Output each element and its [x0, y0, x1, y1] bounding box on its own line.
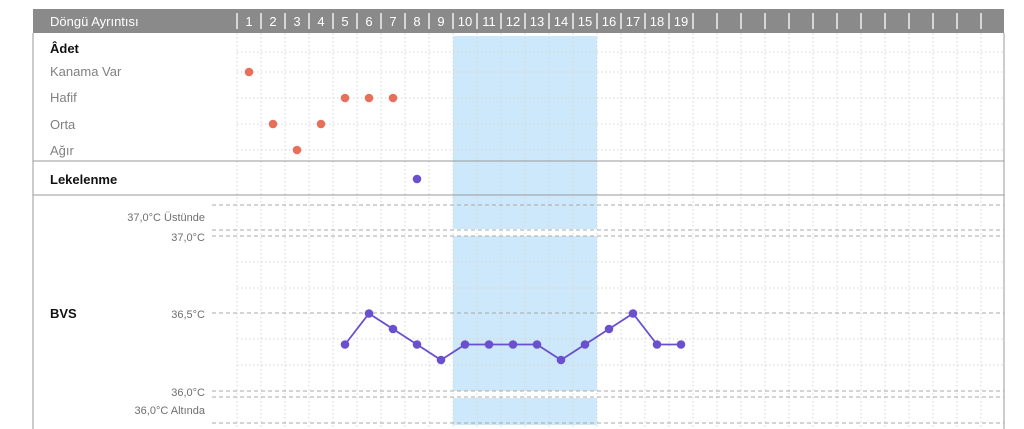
bbt-point: [436, 355, 446, 365]
flow-level-label: Ağır: [50, 143, 75, 158]
bbt-axis-label-above: 37,0°C Üstünde: [127, 212, 205, 224]
flow-point: [268, 119, 278, 129]
day-number-label: 2: [269, 14, 276, 29]
flow-point: [244, 67, 254, 77]
day-labels: 1 2 3 4 5 6 7 8 9 10 11 12 13 14 15 16 17 18 19: [245, 14, 688, 29]
spotting-label: Lekelenme: [50, 172, 117, 187]
highlight-band: [453, 36, 597, 229]
day-number-label: 3: [293, 14, 300, 29]
flow-level-label: Orta: [50, 117, 76, 132]
bbt-point: [652, 340, 662, 349]
flow-point: [340, 93, 350, 103]
bbt-axis-label-mid: 36,5°C: [171, 309, 205, 321]
bbt-point: [628, 309, 638, 318]
flow-point: [388, 93, 398, 103]
bbt-point: [388, 324, 398, 334]
header-background: [33, 9, 1004, 33]
day-number-label: 6: [365, 14, 372, 29]
day-number-label: 4: [317, 14, 324, 29]
bbt-point: [532, 340, 542, 349]
bbt-point: [412, 340, 422, 349]
day-number-label: 12: [506, 14, 520, 29]
day-number-label: 9: [437, 14, 444, 29]
bbt-point: [484, 340, 494, 349]
header-title: Döngü Ayrıntısı: [50, 14, 139, 29]
bbt-point: [508, 340, 518, 349]
day-number-label: 16: [602, 14, 616, 29]
bbt-axis-label-bottom: 36,0°C: [171, 387, 205, 399]
bbt-point: [676, 340, 686, 349]
spotting-point: [412, 174, 422, 184]
day-number-label: 10: [458, 14, 472, 29]
day-number-label: 19: [674, 14, 688, 29]
bbt-point: [580, 340, 590, 349]
row-labels: Âdet Kanama Var Hafif Orta Ağır Lekelenm…: [50, 41, 206, 417]
flow-point: [364, 93, 374, 103]
day-number-label: 13: [530, 14, 544, 29]
bbt-point: [460, 340, 470, 349]
day-number-label: 17: [626, 14, 640, 29]
day-number-label: 1: [245, 14, 252, 29]
data-marks: [244, 67, 686, 365]
bbt-axis-label-top: 37,0°C: [171, 232, 205, 244]
flow-point: [292, 145, 302, 155]
day-number-label: 11: [482, 14, 496, 29]
grid-layer: [32, 33, 1005, 429]
day-number-label: 14: [554, 14, 568, 29]
day-number-label: 18: [650, 14, 664, 29]
flow-level-label: Kanama Var: [50, 64, 122, 79]
day-number-label: 7: [389, 14, 396, 29]
bbt-point: [364, 309, 374, 318]
day-number-label: 15: [578, 14, 592, 29]
day-number-label: 5: [341, 14, 348, 29]
header-bar: Döngü Ayrıntısı: [33, 9, 1004, 33]
flow-point: [316, 119, 326, 129]
bbt-point: [556, 355, 566, 365]
bbt-point: [604, 324, 614, 334]
day-number-label: 8: [413, 14, 420, 29]
period-section-label: Âdet: [50, 41, 80, 56]
bbt-label: BVS: [50, 306, 77, 321]
bbt-axis-label-below: 36,0°C Altında: [135, 405, 206, 417]
bbt-point: [340, 340, 350, 349]
flow-level-label: Hafif: [50, 90, 77, 105]
